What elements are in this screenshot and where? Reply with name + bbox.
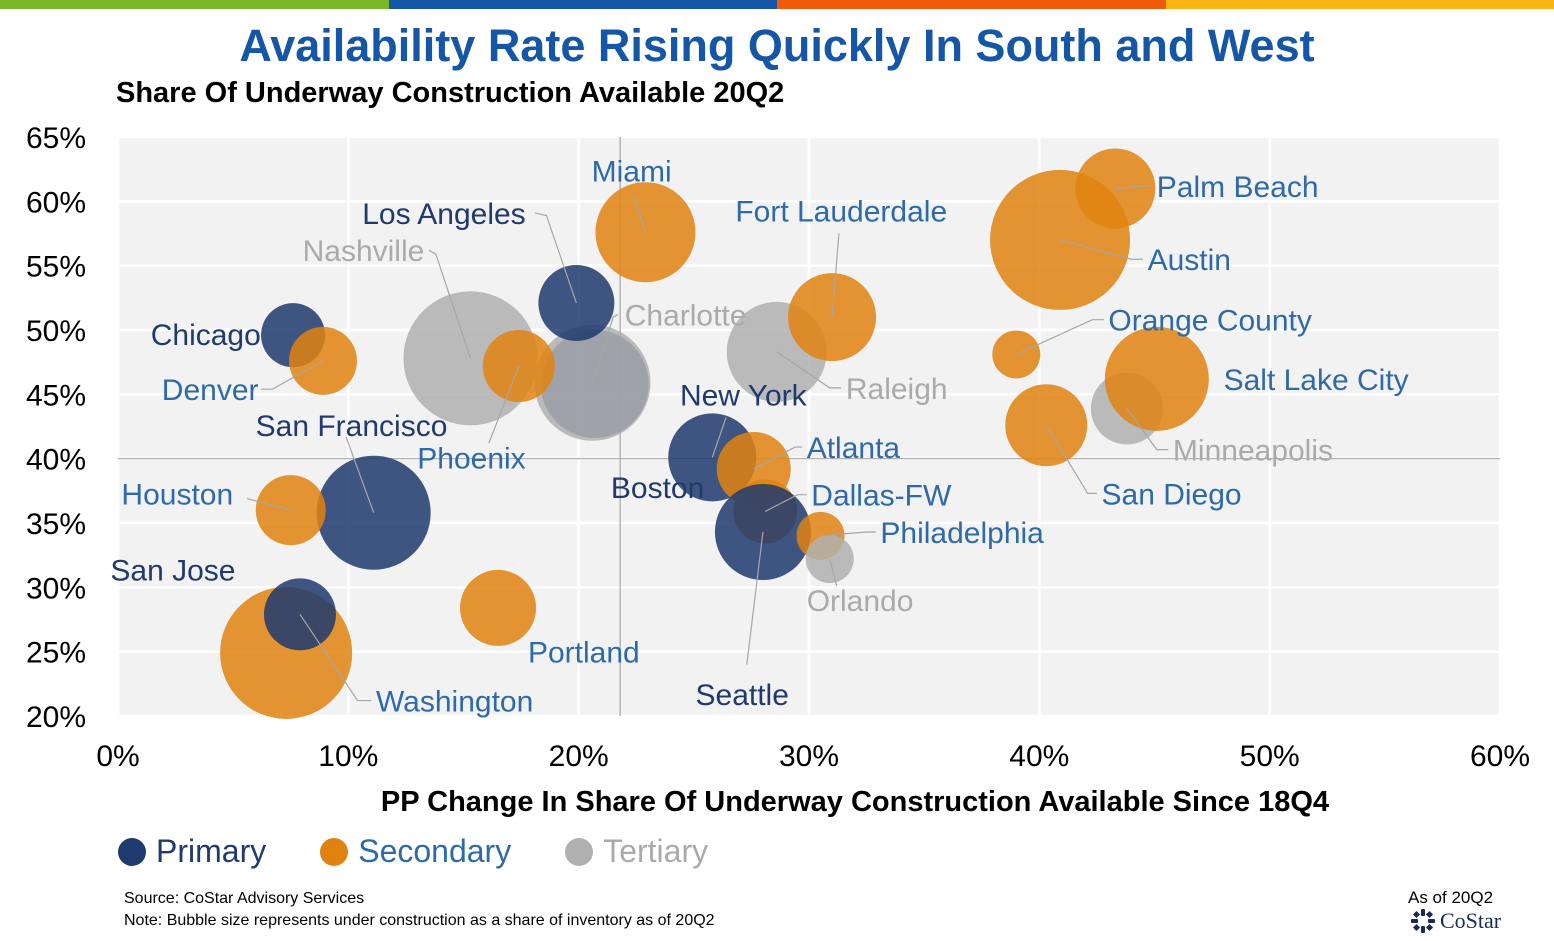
bubble-label-atlanta: Atlanta: [807, 432, 901, 465]
leader-line-palm-beach: [1115, 185, 1153, 190]
bubble-label-boston: Boston: [611, 472, 704, 505]
top-bar-segment-yellow: [1165, 0, 1554, 9]
bubble-label-washington: Washington: [376, 686, 533, 719]
y-tick-label: 20%: [26, 701, 86, 734]
y-tick-label: 35%: [26, 508, 86, 541]
bubble-label-dallas-fw: Dallas-FW: [811, 480, 952, 513]
y-tick-label: 30%: [26, 572, 86, 605]
bubble-label-palm-beach: Palm Beach: [1157, 171, 1319, 204]
leader-line-san-francisco: [345, 436, 375, 513]
leader-line-raleigh: [776, 351, 842, 389]
bubble-label-chicago: Chicago: [151, 319, 261, 352]
bubble-salt-lake-city: [1104, 326, 1209, 431]
x-tick-label: 60%: [1470, 740, 1530, 773]
leader-line-houston: [246, 497, 291, 511]
legend-dot-tertiary: [565, 837, 594, 866]
bubble-label-raleigh: Raleigh: [846, 373, 948, 406]
chart-title: Availability Rate Rising Quickly In Sout…: [239, 20, 1315, 71]
leader-line-philadelphia: [820, 531, 876, 537]
bubble-label-austin: Austin: [1148, 244, 1231, 277]
bubble-label-minneapolis: Minneapolis: [1173, 435, 1333, 468]
x-tick-label: 30%: [779, 740, 839, 773]
y-tick-label: 55%: [26, 251, 86, 284]
legend-label-secondary: Secondary: [358, 833, 512, 869]
leader-line-orlando: [829, 558, 838, 587]
note-text: Note: Bubble size represents under const…: [124, 912, 715, 929]
bubble-label-salt-lake-city: Salt Lake City: [1224, 364, 1409, 397]
y-tick-label: 50%: [26, 315, 86, 348]
top-bar-segment-orange: [777, 0, 1166, 9]
bubble-label-nashville: Nashville: [303, 235, 425, 268]
x-tick-label: 10%: [318, 740, 378, 773]
leader-line-phoenix: [488, 365, 520, 444]
legend-item-primary: Primary: [118, 833, 266, 870]
legend-label-tertiary: Tertiary: [603, 833, 709, 869]
legend-dot-secondary: [320, 837, 349, 866]
leader-line-washington: [299, 614, 372, 702]
y-tick-label: 25%: [26, 637, 86, 670]
top-bar-segment-blue: [388, 0, 777, 9]
y-tick-label: 65%: [26, 122, 86, 155]
leader-line-minneapolis: [1126, 408, 1169, 451]
bubble-label-fort-lauderdale: Fort Lauderdale: [735, 195, 947, 228]
costar-logo: CoStar: [1410, 908, 1501, 934]
leader-line-seattle: [746, 531, 764, 665]
bubble-label-miami: Miami: [592, 155, 672, 188]
y-tick-label: 60%: [26, 186, 86, 219]
top-bar-segment-green: [0, 0, 389, 9]
legend-item-secondary: Secondary: [320, 833, 511, 870]
costar-logo-text: CoStar: [1440, 908, 1502, 933]
bubble-label-charlotte: Charlotte: [625, 300, 747, 333]
bubble-label-orlando: Orlando: [807, 585, 914, 618]
legend-dot-primary: [118, 837, 146, 866]
x-tick-label: 20%: [549, 740, 609, 773]
top-color-bar: [0, 0, 1554, 9]
x-tick-label: 40%: [1009, 740, 1069, 773]
bubble-label-san-jose: San Jose: [110, 554, 235, 587]
leader-line-orange-county: [1016, 319, 1104, 355]
leader-line-denver: [260, 360, 324, 390]
bubble-label-seattle: Seattle: [696, 679, 789, 712]
leader-line-miami: [633, 196, 647, 233]
x-tick-label: 0%: [96, 740, 139, 773]
leader-line-san-diego: [1045, 424, 1097, 495]
leader-line-nashville: [428, 249, 471, 359]
leader-line-atlanta: [753, 446, 803, 470]
legend-label-primary: Primary: [156, 833, 267, 869]
footer-notes: Source: CoStar Advisory Services Note: B…: [124, 888, 715, 932]
x-axis-label: PP Change In Share Of Underway Construct…: [380, 786, 1330, 818]
bubble-label-phoenix: Phoenix: [417, 442, 525, 475]
bubble-label-orange-county: Orange County: [1108, 305, 1311, 338]
bubble-label-san-diego: San Diego: [1102, 478, 1242, 511]
leader-line-dallas-fw: [764, 494, 807, 512]
bubble-label-houston: Houston: [121, 478, 233, 511]
chart-subtitle: Share Of Underway Construction Available…: [116, 77, 785, 109]
leader-line-charlotte: [591, 314, 619, 383]
bubble-portland: [460, 569, 537, 646]
bubble-label-philadelphia: Philadelphia: [880, 517, 1044, 550]
leader-line-austin: [1059, 239, 1143, 260]
y-tick-label: 45%: [26, 379, 86, 412]
source-text: Source: CoStar Advisory Services: [124, 890, 365, 907]
y-tick-label: 40%: [26, 444, 86, 477]
leader-line-los-angeles: [534, 212, 577, 304]
leader-line-fort-lauderdale: [831, 233, 840, 318]
costar-logo-icon: [1411, 909, 1435, 933]
leader-line-new-york: [711, 417, 727, 458]
as-of-text: As of 20Q2: [1408, 888, 1494, 907]
bubble-label-los-angeles: Los Angeles: [362, 198, 525, 231]
bubble-label-portland: Portland: [528, 637, 640, 670]
legend: Primary Secondary Tertiary: [118, 833, 762, 870]
bubble-label-denver: Denver: [162, 374, 259, 407]
legend-item-tertiary: Tertiary: [565, 833, 708, 870]
bubble-label-new-york: New York: [680, 379, 808, 412]
bubble-label-san-francisco: San Francisco: [256, 410, 448, 443]
x-tick-label: 50%: [1240, 740, 1300, 773]
